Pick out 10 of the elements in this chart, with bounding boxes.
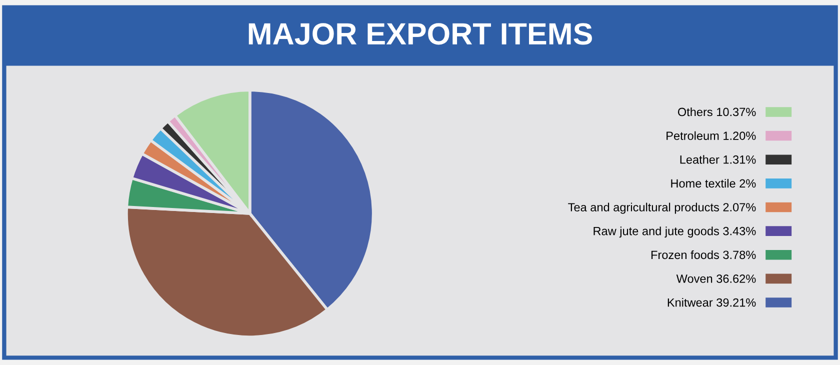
legend-label: Others 10.37% xyxy=(678,107,756,116)
legend-label: Raw jute and jute goods 3.43% xyxy=(594,226,756,238)
legend-label: Tea and agricultural products 2.07% xyxy=(568,202,756,214)
chart-title: MAJOR EXPORT ITEMS xyxy=(248,23,592,45)
legend-label: Woven 36.62% xyxy=(676,274,756,283)
legend-label: Leather 1.31% xyxy=(680,155,756,164)
legend-label: Knitwear 39.21% xyxy=(668,298,756,307)
legend-label: Petroleum 1.20% xyxy=(666,131,756,140)
legend-label: Home textile 2% xyxy=(671,178,756,188)
legend-label: Frozen foods 3.78% xyxy=(651,250,756,260)
